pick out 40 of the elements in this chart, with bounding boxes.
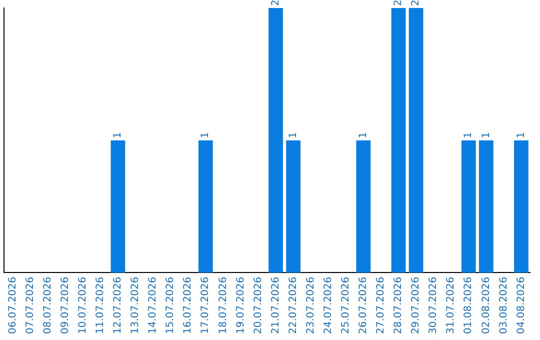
x-tick-label: 27.07.2026: [376, 276, 387, 334]
x-tick-label: 06.07.2026: [7, 276, 18, 334]
x-tick-label: 14.07.2026: [148, 276, 159, 334]
x-tick-label: 12.07.2026: [112, 276, 124, 334]
data-label: 1: [112, 132, 124, 138]
x-tick-label: 24.07.2026: [322, 276, 334, 334]
data-label: 2: [410, 0, 422, 6]
x-tick-label: 10.07.2026: [77, 276, 88, 334]
x-tick-label: 18.07.2026: [218, 276, 229, 334]
data-label: 2: [393, 0, 404, 6]
x-tick-label: 01.08.2026: [463, 276, 474, 334]
x-tick-label: 22.07.2026: [288, 276, 299, 334]
x-tick-label: 04.08.2026: [516, 276, 527, 334]
x-tick-label: 21.07.2026: [270, 276, 282, 334]
x-tick-label: 16.07.2026: [182, 276, 194, 334]
x-tick-label: 09.07.2026: [60, 276, 71, 334]
x-tick-label: 08.07.2026: [42, 276, 54, 334]
x-tick-label: 17.07.2026: [200, 276, 212, 334]
data-label: 1: [288, 132, 299, 138]
x-tick-label: 26.07.2026: [358, 276, 370, 334]
x-tick-label: 23.07.2026: [305, 276, 316, 334]
data-label: 1: [516, 132, 527, 138]
x-tick-label: 07.07.2026: [24, 276, 36, 334]
data-label: 1: [200, 132, 212, 138]
x-tick-label: 29.07.2026: [410, 276, 422, 334]
x-tick-label: 28.07.2026: [393, 276, 404, 334]
x-tick-label: 25.07.2026: [340, 276, 352, 334]
data-label: 2: [270, 0, 282, 6]
x-tick-label: 13.07.2026: [130, 276, 142, 334]
data-label: 1: [480, 132, 492, 138]
x-tick-label: 03.08.2026: [498, 276, 510, 334]
x-tick-label: 15.07.2026: [165, 276, 176, 334]
x-tick-label: 30.07.2026: [428, 276, 440, 334]
x-tick-label: 02.08.2026: [480, 276, 492, 334]
data-label: 1: [358, 132, 370, 138]
x-tick-label: 20.07.2026: [252, 276, 264, 334]
x-tick-label: 31.07.2026: [446, 276, 457, 334]
data-label: 1: [463, 132, 474, 138]
x-tick-label: 19.07.2026: [235, 276, 246, 334]
x-tick-label: 11.07.2026: [95, 276, 106, 334]
